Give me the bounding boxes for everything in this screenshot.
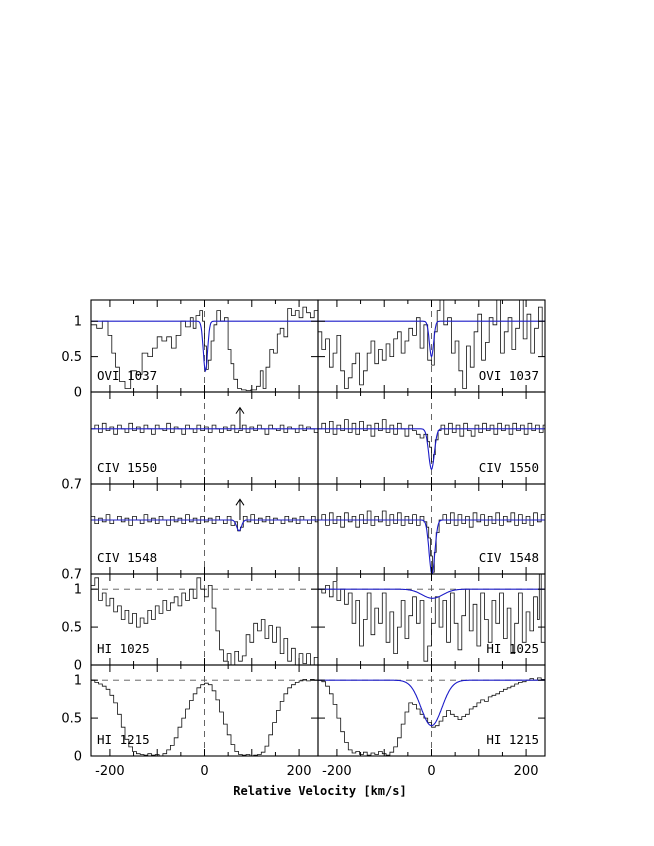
panel-ion-label: HI 1025 — [97, 641, 150, 656]
panel-3-2: CIV 1548 — [317, 483, 546, 575]
panel-ion-label: CIV 1550 — [479, 460, 539, 475]
model-fit-line — [318, 679, 545, 727]
x-tick-label: -200 — [322, 764, 352, 779]
panel-1-1: OVI 1037 — [90, 299, 319, 393]
panel-ion-label: CIV 1548 — [479, 550, 539, 565]
panel-4-1: HI 1025 — [90, 573, 319, 666]
spectrum-line — [318, 510, 545, 573]
y-tick-label: 0.7 — [61, 568, 82, 583]
y-tick-label: 0 — [74, 659, 82, 674]
y-tick-label: 0.5 — [61, 621, 82, 636]
x-tick-label: 0 — [427, 764, 435, 779]
x-tick-label: -200 — [95, 764, 125, 779]
panel-5-2: HI 1215 — [317, 664, 546, 757]
spectrum-line — [91, 306, 318, 391]
y-tick-label: 0.7 — [61, 478, 82, 493]
model-fit-line — [91, 519, 318, 532]
panel-ion-label: CIV 1550 — [97, 460, 157, 475]
panel-ion-label: HI 1215 — [486, 732, 539, 747]
arrow-head — [235, 406, 245, 414]
arrow-head — [235, 498, 245, 506]
y-tick-label: 1 — [74, 583, 82, 598]
spectrum-line — [91, 514, 318, 532]
spectrum-line — [318, 300, 545, 389]
model-fit-line — [318, 588, 545, 599]
panel-ion-label: CIV 1548 — [97, 550, 157, 565]
panel-1-2: OVI 1037 — [317, 299, 546, 393]
panel-2-2: CIV 1550 — [317, 391, 546, 485]
x-axis: -200 0 200 -200 0 200 — [95, 764, 538, 779]
spectrum-line — [91, 679, 318, 756]
panel-2-1: CIV 1550 — [90, 391, 319, 485]
panel-grid: OVI 1037 OVI 1037 0 0.5 1 CIV 1550 CIV 1550 0.7… — [61, 299, 546, 765]
model-fit-line — [91, 320, 318, 373]
y-tick-label: 0 — [74, 750, 82, 765]
spectrum-line — [318, 677, 545, 756]
x-tick-label: 200 — [514, 764, 539, 779]
panel-4-2: HI 1025 — [317, 573, 546, 666]
y-tick-label: 1 — [74, 315, 82, 330]
model-fit-line — [318, 320, 545, 358]
panel-3-1: CIV 1548 — [90, 483, 319, 575]
spectrum-line — [318, 574, 545, 662]
y-tick-label: 0.5 — [61, 350, 82, 365]
panel-ion-label: HI 1025 — [486, 641, 539, 656]
x-tick-label: 0 — [200, 764, 208, 779]
y-tick-label: 0 — [74, 386, 82, 401]
x-tick-label: 200 — [287, 764, 312, 779]
x-axis-label: Relative Velocity [km/s] — [233, 784, 406, 798]
panel-ion-label: OVI 1037 — [479, 368, 539, 383]
panel-5-1: HI 1215 — [90, 664, 319, 757]
panel-ion-label: HI 1215 — [97, 732, 150, 747]
spectrum-line — [91, 577, 318, 665]
panel-ion-label: OVI 1037 — [97, 368, 157, 383]
y-tick-label: 0.5 — [61, 712, 82, 727]
model-fit-line — [318, 428, 545, 471]
y-tick-label: 1 — [74, 674, 82, 689]
spectrum-line — [91, 422, 318, 435]
